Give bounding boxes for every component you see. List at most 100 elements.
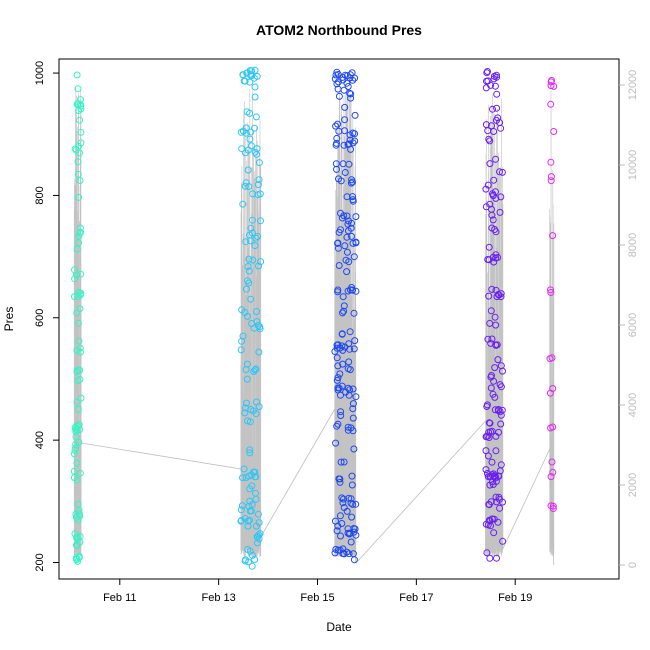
data-point xyxy=(349,400,357,408)
data-point xyxy=(492,447,500,455)
data-point xyxy=(255,262,263,270)
data-point xyxy=(352,238,360,246)
data-point xyxy=(344,287,352,295)
data-point xyxy=(242,404,250,412)
data-point xyxy=(547,286,554,294)
data-point xyxy=(341,103,349,111)
data-point xyxy=(340,302,348,310)
data-point xyxy=(72,146,80,154)
data-point xyxy=(333,68,341,76)
data-point xyxy=(245,183,253,190)
data-point xyxy=(241,409,249,417)
data-point xyxy=(340,458,348,466)
y2-tick-label: 2000 xyxy=(627,473,639,497)
data-point xyxy=(485,135,493,143)
data-point xyxy=(242,149,249,157)
data-point xyxy=(257,217,264,225)
data-point xyxy=(251,242,259,250)
data-point xyxy=(254,181,262,189)
data-point xyxy=(350,445,358,453)
y-axis-label: Pres xyxy=(2,307,16,332)
y2-tick-label: 12000 xyxy=(627,70,639,101)
data-point xyxy=(333,80,341,88)
data-point xyxy=(484,521,492,529)
data-point xyxy=(246,418,254,426)
data-point xyxy=(484,181,492,189)
data-point xyxy=(251,66,259,74)
data-point xyxy=(491,82,499,90)
data-point xyxy=(255,159,263,167)
data-point xyxy=(250,74,258,82)
data-point xyxy=(77,270,85,278)
data-point xyxy=(349,500,357,508)
data-point xyxy=(339,550,347,557)
data-point xyxy=(493,104,501,112)
data-point xyxy=(352,213,360,221)
data-point xyxy=(484,68,491,75)
data-point xyxy=(343,212,351,220)
data-point xyxy=(334,546,342,554)
data-point xyxy=(493,90,501,98)
data-point xyxy=(488,211,496,219)
data-point xyxy=(248,471,256,479)
data-point xyxy=(344,227,352,235)
data-point xyxy=(248,67,256,75)
data-point xyxy=(337,177,345,185)
data-point xyxy=(255,531,263,539)
data-point xyxy=(343,233,351,241)
data-point xyxy=(77,224,84,232)
data-point xyxy=(249,256,257,264)
data-point xyxy=(491,313,499,321)
data-point xyxy=(488,285,496,293)
data-point xyxy=(73,245,81,253)
data-point xyxy=(333,134,341,142)
data-point xyxy=(250,324,258,332)
data-point xyxy=(548,458,556,466)
data-point xyxy=(486,160,494,168)
data-point xyxy=(547,289,555,296)
data-point xyxy=(497,362,505,370)
data-point xyxy=(340,86,348,94)
data-point xyxy=(492,477,500,485)
data-point xyxy=(348,472,356,480)
data-point xyxy=(493,498,500,506)
data-point xyxy=(252,522,260,530)
data-point xyxy=(246,446,254,454)
data-point xyxy=(335,262,343,269)
data-point xyxy=(71,293,78,301)
data-point xyxy=(547,177,555,185)
data-point xyxy=(238,145,246,153)
data-point xyxy=(484,452,492,460)
data-point xyxy=(75,193,83,201)
data-point xyxy=(73,368,81,375)
data-point xyxy=(342,256,350,264)
data-point xyxy=(237,506,245,514)
data-point xyxy=(242,474,250,481)
data-point xyxy=(349,427,357,435)
x-tick-label: Feb 15 xyxy=(300,592,334,604)
data-point xyxy=(549,468,557,476)
data-point xyxy=(497,411,505,419)
data-point xyxy=(343,248,351,256)
data-point xyxy=(255,348,263,356)
data-point xyxy=(351,337,359,345)
data-point xyxy=(348,513,356,521)
data-point xyxy=(489,192,497,200)
data-point xyxy=(492,432,500,440)
data-point xyxy=(338,494,346,502)
data-point xyxy=(348,284,356,291)
data-point xyxy=(334,288,342,296)
data-point xyxy=(253,145,261,153)
data-point xyxy=(244,277,252,285)
data-point xyxy=(242,366,250,374)
data-point xyxy=(74,85,82,93)
data-point xyxy=(350,556,358,564)
data-point xyxy=(240,465,248,473)
chart-title: ATOM2 Northbound Pres xyxy=(256,22,422,38)
data-point xyxy=(336,370,344,378)
data-point xyxy=(497,293,505,301)
data-point xyxy=(548,77,556,84)
data-point xyxy=(74,500,82,508)
data-point xyxy=(348,176,356,184)
data-point xyxy=(346,529,354,537)
